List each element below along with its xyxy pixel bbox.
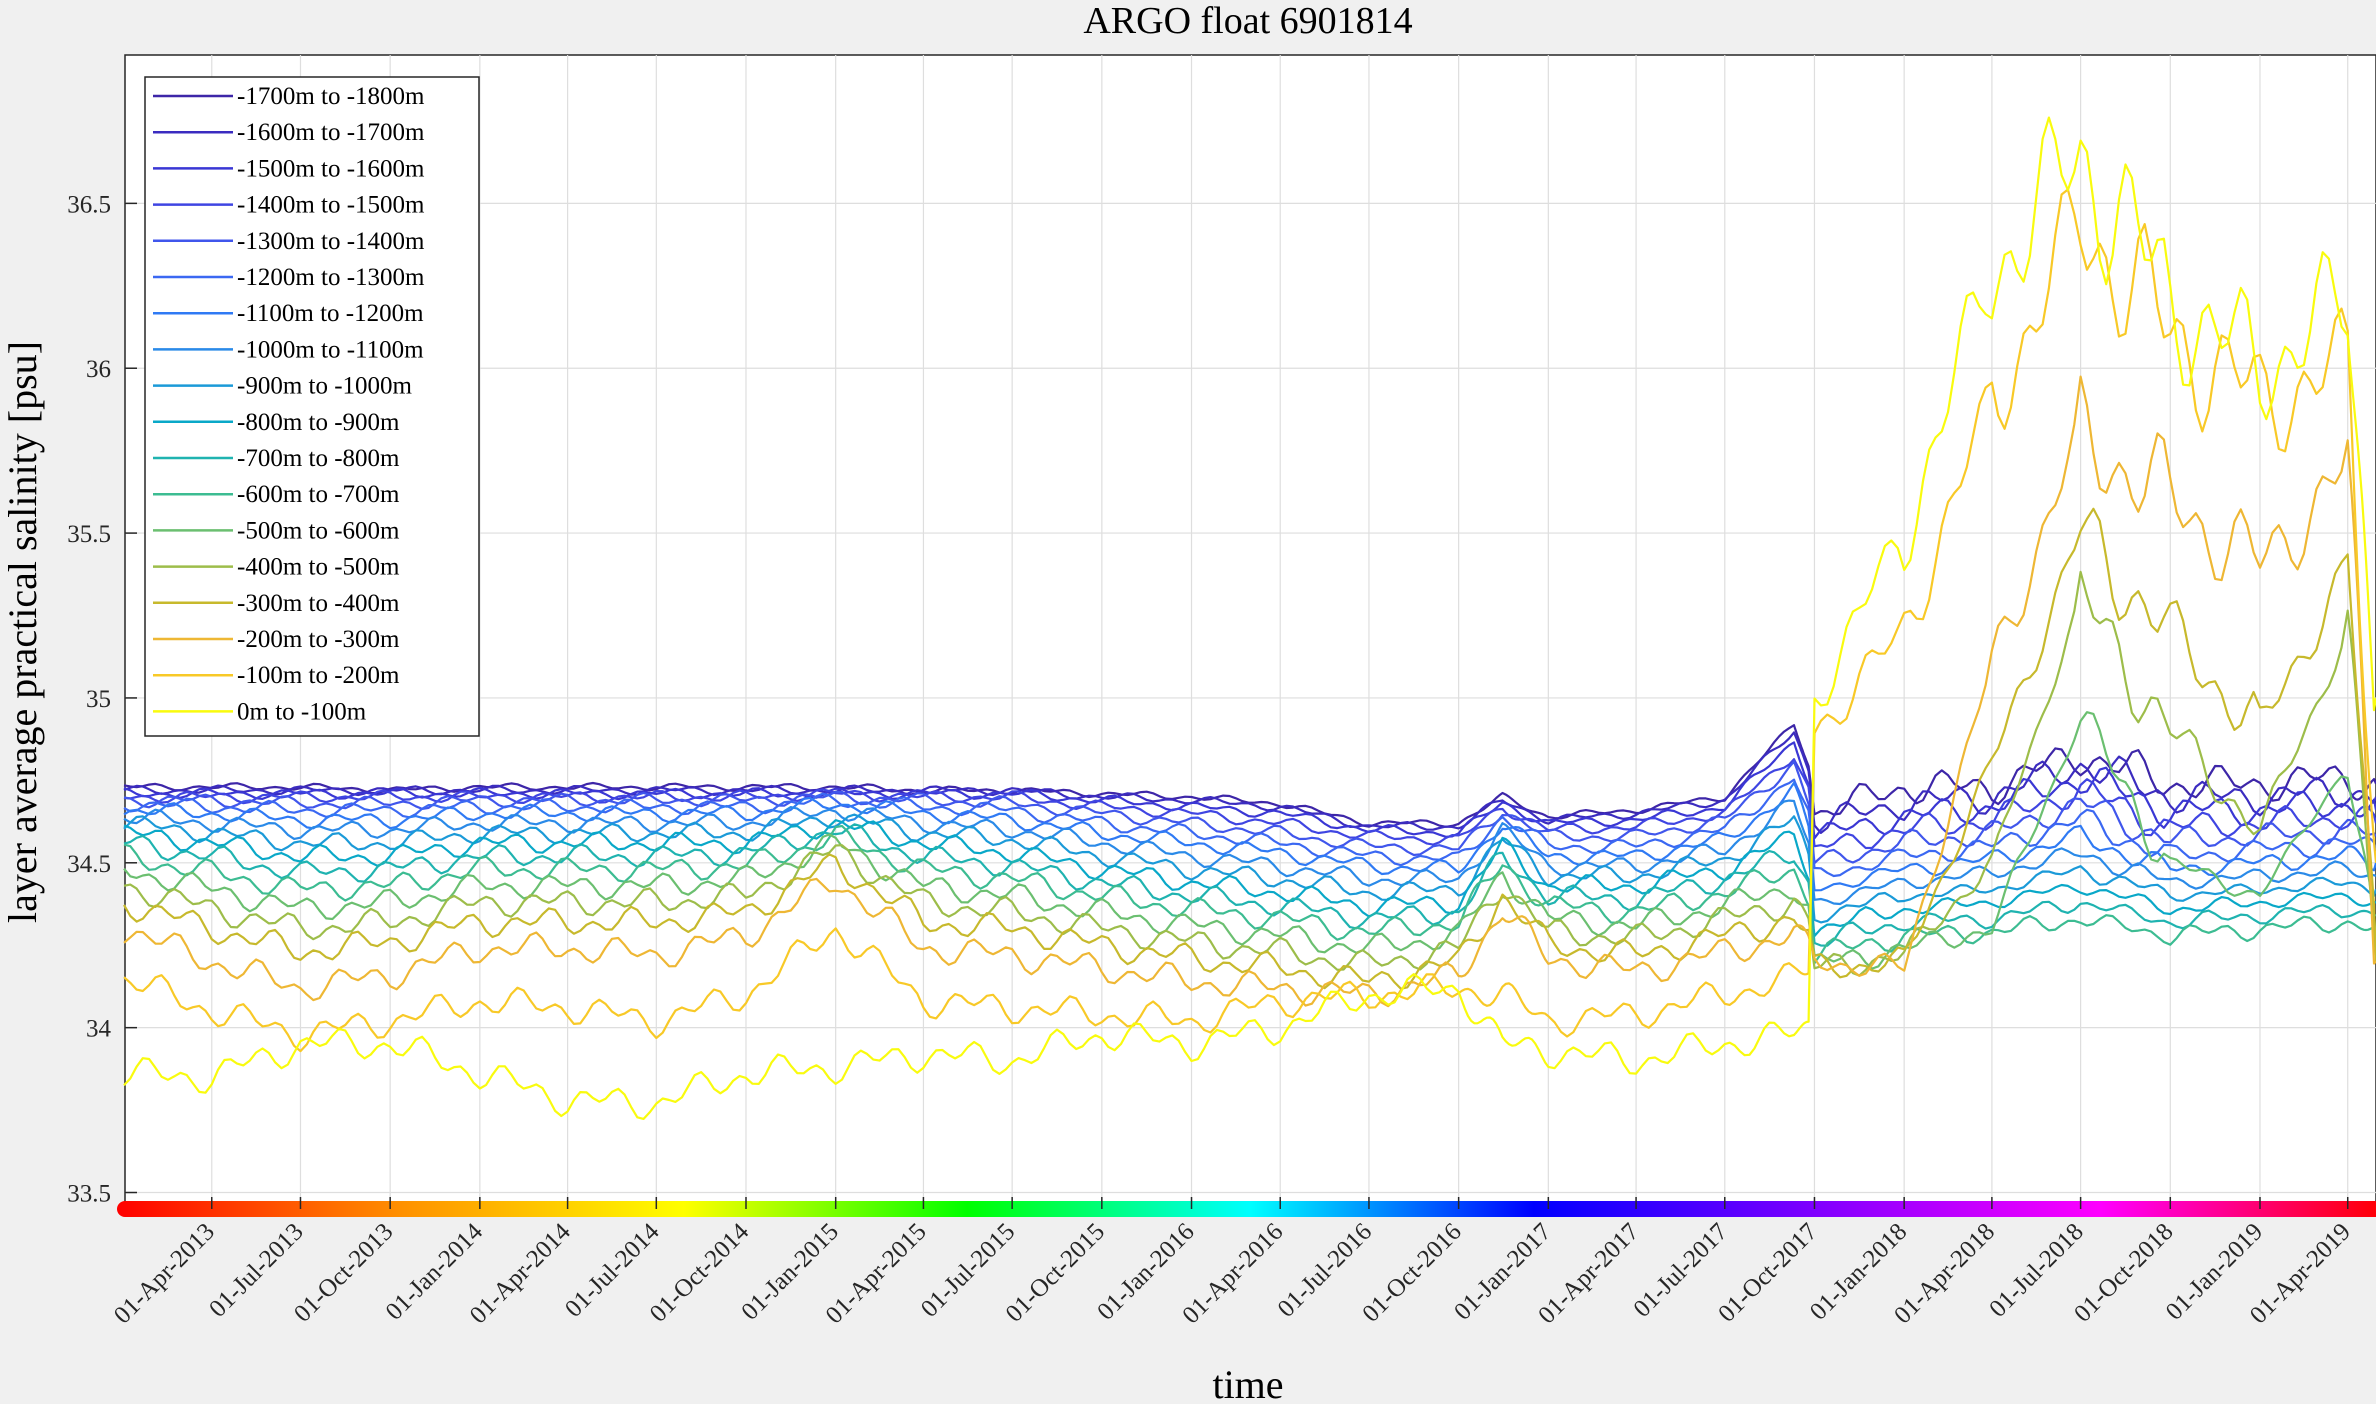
y-tick-label: 36.5 [67, 191, 111, 218]
time-color-bar-fill [117, 1201, 2376, 1217]
y-tick-label: 34.5 [67, 851, 111, 878]
y-tick-label: 35 [86, 686, 111, 713]
legend-label: -1200m to -1300m [237, 264, 425, 291]
x-tick-label: 01-Apr-2013 [109, 1218, 220, 1329]
series-line [123, 819, 2376, 938]
legend-label: -1100m to -1200m [237, 300, 424, 327]
y-tick-label: 35.5 [67, 521, 111, 548]
legend-label: -1600m to -1700m [237, 119, 425, 146]
legend-label: -600m to -700m [237, 481, 400, 508]
legend-label: -1700m to -1800m [237, 83, 425, 110]
series-line [123, 824, 2376, 965]
series-line [123, 724, 2376, 828]
legend-label: -1400m to -1500m [237, 192, 425, 219]
legend-label: -1500m to -1600m [237, 155, 425, 182]
time-color-bar [117, 1201, 2376, 1217]
y-tick-label: 36 [86, 356, 111, 383]
y-tick-label: 34 [86, 1016, 112, 1043]
series-line [123, 711, 2376, 970]
legend-label: -200m to -300m [237, 626, 400, 653]
legend-label: -1300m to -1400m [237, 228, 425, 255]
series-line [123, 375, 2376, 1008]
series-line [123, 799, 2376, 906]
series-line [123, 778, 2376, 878]
legend: -1700m to -1800m -1600m to -1700m -1500m t… [144, 76, 480, 737]
plot-area [124, 54, 2376, 1210]
series-line [123, 116, 2376, 1121]
series-line [123, 731, 2376, 835]
y-axis-ticks: 33.5 34 34.5 35 35.5 36 36.5 [67, 191, 137, 1208]
legend-label: -500m to -600m [237, 517, 400, 544]
legend-label: -900m to -1000m [237, 373, 413, 400]
series-lines [123, 116, 2376, 1121]
series-line [123, 570, 2376, 977]
series-line [123, 741, 2376, 840]
legend-label: -1000m to -1100m [237, 336, 424, 363]
series-line [123, 781, 2376, 892]
series-line [123, 507, 2376, 990]
series-line [123, 188, 2376, 1053]
legend-label: -700m to -800m [237, 445, 400, 472]
series-line [123, 758, 2376, 850]
legend-label: -800m to -900m [237, 409, 400, 436]
y-axis-label: layer average practical salinity [psu] [0, 341, 45, 923]
legend-label: -300m to -400m [237, 590, 400, 617]
series-line [123, 823, 2376, 947]
y-tick-label: 33.5 [67, 1181, 111, 1208]
legend-label: -100m to -200m [237, 662, 400, 689]
series-line [123, 760, 2376, 865]
legend-label: -400m to -500m [237, 554, 400, 581]
legend-box [144, 76, 480, 737]
x-axis-label: time [1212, 1362, 1283, 1404]
chart-title: ARGO float 6901814 [1083, 0, 1412, 42]
legend-label: 0m to -100m [237, 698, 367, 725]
